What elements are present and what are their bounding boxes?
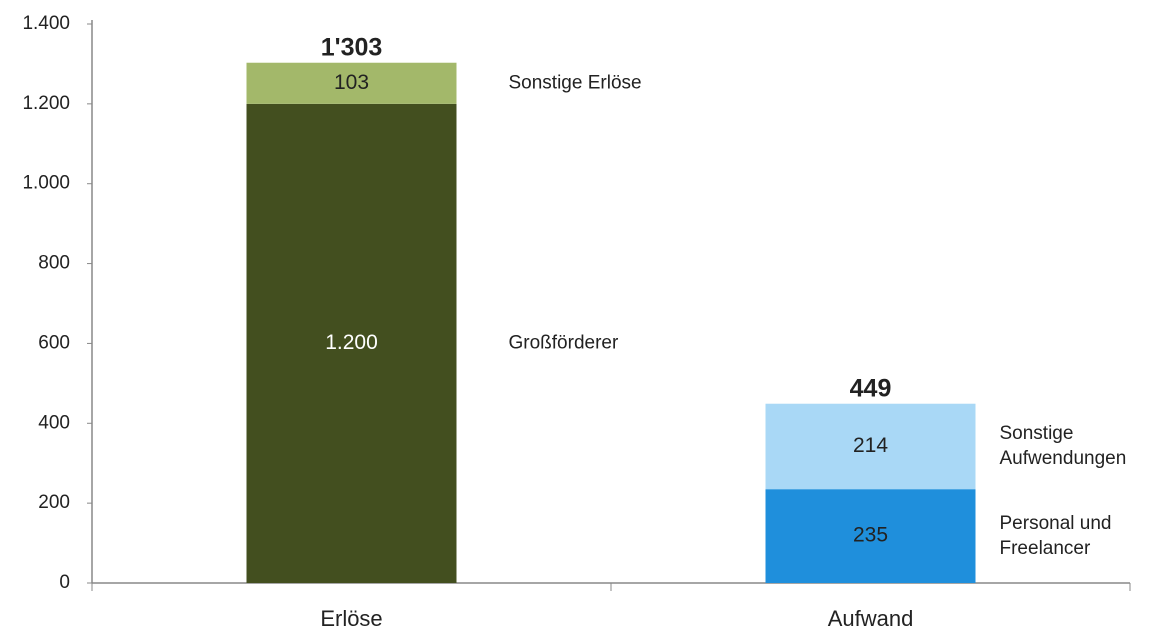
value-label: 103: [334, 71, 369, 94]
bar-segment: [246, 62, 457, 104]
y-tick-label: 1.200: [22, 93, 70, 114]
series-label: Sonstige Erlöse: [508, 72, 642, 94]
y-tick-label: 200: [38, 492, 70, 513]
bar-segment: [246, 103, 457, 583]
series-label: Personal und Freelancer: [999, 513, 1112, 560]
bar-segment: [765, 489, 976, 583]
y-tick-label: 1.400: [22, 13, 70, 34]
value-label: 235: [853, 524, 888, 547]
x-tick-label: Erlöse: [320, 606, 382, 631]
total-label: 1'303: [321, 33, 383, 61]
series-label: Sonstige Aufwendungen: [999, 423, 1127, 470]
y-tick-label: 600: [38, 332, 70, 353]
total-label: 449: [850, 374, 892, 402]
y-tick-label: 1.000: [22, 173, 70, 194]
value-label: 1.200: [325, 331, 378, 354]
y-tick-label: 0: [59, 572, 70, 593]
y-tick-label: 800: [38, 253, 70, 274]
x-tick-label: Aufwand: [828, 606, 914, 631]
y-tick-label: 400: [38, 412, 70, 433]
bar-segment: [765, 403, 976, 490]
series-label: Großförderer: [508, 332, 619, 354]
value-label: 214: [853, 434, 888, 457]
